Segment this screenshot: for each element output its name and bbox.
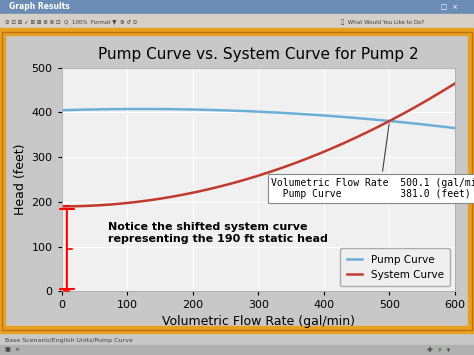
Text: Graph Results: Graph Results xyxy=(9,2,70,11)
Text: Volumetric Flow Rate  500.1 (gal/min)
  Pump Curve          381.0 (feet): Volumetric Flow Rate 500.1 (gal/min) Pum… xyxy=(272,124,474,200)
Text: □  ×: □ × xyxy=(441,4,458,10)
Text: 🔍  What Would You Like to Do?: 🔍 What Would You Like to Do? xyxy=(341,19,425,24)
Title: Pump Curve vs. System Curve for Pump 2: Pump Curve vs. System Curve for Pump 2 xyxy=(98,48,419,62)
Pump Curve xyxy=(138,107,144,111)
Text: Notice the shifted system curve
representing the 190 ft static head: Notice the shifted system curve represen… xyxy=(108,222,328,244)
System Curve xyxy=(315,152,320,157)
Pump Curve xyxy=(192,108,198,112)
System Curve xyxy=(220,184,226,188)
System Curve xyxy=(352,136,358,140)
Y-axis label: Head (feet): Head (feet) xyxy=(14,144,27,215)
Pump Curve xyxy=(108,107,113,111)
Pump Curve xyxy=(465,127,471,132)
Pump Curve xyxy=(59,108,64,112)
Text: ⊘ ⊡ ⊞ ✓ ⊞ ⊠ ⊕ ⊗ ⊡  Q  100%  Format ▼  ⊕ ↺ ⊙: ⊘ ⊡ ⊞ ✓ ⊞ ⊠ ⊕ ⊗ ⊡ Q 100% Format ▼ ⊕ ↺ ⊙ xyxy=(5,19,137,24)
Bar xyxy=(0,13,474,30)
Pump Curve xyxy=(221,108,227,113)
System Curve xyxy=(465,73,471,77)
Pump Curve xyxy=(356,116,361,120)
System Curve xyxy=(191,190,197,195)
Text: Base Scenario/English Units/Pump Curve: Base Scenario/English Units/Pump Curve xyxy=(5,338,133,343)
System Curve xyxy=(354,135,360,139)
Line: Pump Curve: Pump Curve xyxy=(62,109,468,130)
Bar xyxy=(0,345,474,355)
Line: System Curve: System Curve xyxy=(62,75,468,206)
Pump Curve xyxy=(316,113,321,117)
System Curve xyxy=(108,202,113,207)
Legend: Pump Curve, System Curve: Pump Curve, System Curve xyxy=(340,248,450,286)
Text: ▣  ×: ▣ × xyxy=(5,348,20,353)
X-axis label: Volumetric Flow Rate (gal/min): Volumetric Flow Rate (gal/min) xyxy=(162,315,355,328)
Bar xyxy=(0,0,474,13)
Text: ✚  ⚡  ▾: ✚ ⚡ ▾ xyxy=(427,347,450,353)
Pump Curve xyxy=(353,116,359,120)
System Curve xyxy=(59,204,64,208)
